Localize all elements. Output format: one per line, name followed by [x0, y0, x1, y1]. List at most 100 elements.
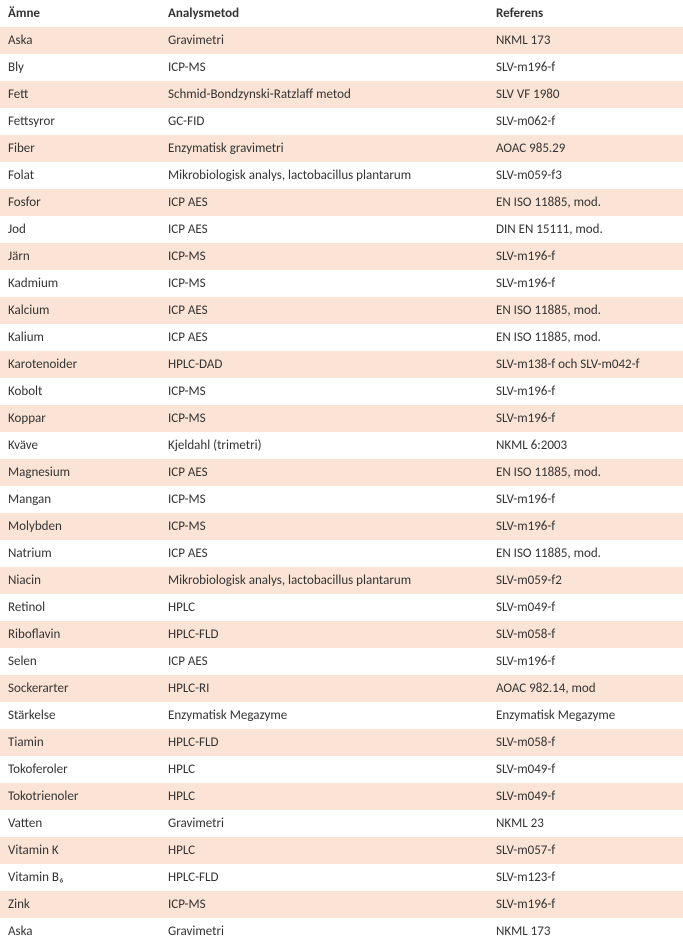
cell-amne: Vitamin B₆: [0, 864, 160, 891]
table-row: NatriumICP AESEN ISO 11885, mod.: [0, 540, 683, 567]
table-row: KalciumICP AESEN ISO 11885, mod.: [0, 297, 683, 324]
cell-amne: Fettsyror: [0, 108, 160, 135]
table-row: KopparICP-MSSLV-m196-f: [0, 405, 683, 432]
cell-referens: DIN EN 15111, mod.: [488, 216, 683, 243]
cell-amne: Vitamin K: [0, 837, 160, 864]
cell-referens: SLV-m196-f: [488, 648, 683, 675]
cell-analysmetod: ICP-MS: [160, 378, 488, 405]
cell-amne: Folat: [0, 162, 160, 189]
cell-referens: SLV-m138-f och SLV-m042-f: [488, 351, 683, 378]
table-body: AskaGravimetriNKML 173BlyICP-MSSLV-m196-…: [0, 27, 683, 945]
table-row: KarotenoiderHPLC-DADSLV-m138-f och SLV-m…: [0, 351, 683, 378]
cell-referens: EN ISO 11885, mod.: [488, 324, 683, 351]
cell-analysmetod: ICP AES: [160, 324, 488, 351]
cell-referens: EN ISO 11885, mod.: [488, 459, 683, 486]
cell-analysmetod: Mikrobiologisk analys, lactobacillus pla…: [160, 162, 488, 189]
cell-analysmetod: Kjeldahl (trimetri): [160, 432, 488, 459]
table-row: AskaGravimetriNKML 173: [0, 27, 683, 54]
table-row: TokotrienolerHPLCSLV-m049-f: [0, 783, 683, 810]
cell-analysmetod: Gravimetri: [160, 810, 488, 837]
cell-amne: Aska: [0, 918, 160, 945]
cell-amne: Mangan: [0, 486, 160, 513]
cell-analysmetod: ICP AES: [160, 648, 488, 675]
cell-amne: Fett: [0, 81, 160, 108]
col-header-referens: Referens: [488, 0, 683, 27]
cell-referens: SLV-m196-f: [488, 378, 683, 405]
cell-analysmetod: GC-FID: [160, 108, 488, 135]
table-row: MagnesiumICP AESEN ISO 11885, mod.: [0, 459, 683, 486]
table-row: KväveKjeldahl (trimetri)NKML 6:2003: [0, 432, 683, 459]
cell-referens: SLV-m196-f: [488, 405, 683, 432]
table-row: VattenGravimetriNKML 23: [0, 810, 683, 837]
table-row: TokoferolerHPLCSLV-m049-f: [0, 756, 683, 783]
col-header-analysmetod: Analysmetod: [160, 0, 488, 27]
cell-analysmetod: ICP AES: [160, 459, 488, 486]
col-header-amne: Ämne: [0, 0, 160, 27]
cell-amne: Vatten: [0, 810, 160, 837]
table-row: Vitamin KHPLCSLV-m057-f: [0, 837, 683, 864]
cell-amne: Järn: [0, 243, 160, 270]
cell-referens: SLV-m196-f: [488, 270, 683, 297]
cell-amne: Kalcium: [0, 297, 160, 324]
cell-amne: Riboflavin: [0, 621, 160, 648]
cell-analysmetod: HPLC: [160, 783, 488, 810]
cell-analysmetod: Gravimetri: [160, 27, 488, 54]
cell-amne: Natrium: [0, 540, 160, 567]
cell-analysmetod: Enzymatisk Megazyme: [160, 702, 488, 729]
cell-analysmetod: ICP-MS: [160, 54, 488, 81]
table-row: KoboltICP-MSSLV-m196-f: [0, 378, 683, 405]
cell-referens: SLV-m196-f: [488, 243, 683, 270]
cell-analysmetod: HPLC-FLD: [160, 729, 488, 756]
cell-referens: NKML 6:2003: [488, 432, 683, 459]
cell-amne: Sockerarter: [0, 675, 160, 702]
cell-amne: Kväve: [0, 432, 160, 459]
cell-analysmetod: HPLC-FLD: [160, 621, 488, 648]
cell-amne: Jod: [0, 216, 160, 243]
table-row: FiberEnzymatisk gravimetriAOAC 985.29: [0, 135, 683, 162]
table-row: FolatMikrobiologisk analys, lactobacillu…: [0, 162, 683, 189]
cell-analysmetod: HPLC: [160, 837, 488, 864]
cell-referens: SLV-m058-f: [488, 729, 683, 756]
cell-amne: Tiamin: [0, 729, 160, 756]
table-row: FettsyrorGC-FIDSLV-m062-f: [0, 108, 683, 135]
cell-analysmetod: HPLC-RI: [160, 675, 488, 702]
table-row: KadmiumICP-MSSLV-m196-f: [0, 270, 683, 297]
cell-analysmetod: ICP-MS: [160, 486, 488, 513]
cell-referens: NKML 23: [488, 810, 683, 837]
cell-referens: EN ISO 11885, mod.: [488, 189, 683, 216]
table-row: StärkelseEnzymatisk MegazymeEnzymatisk M…: [0, 702, 683, 729]
cell-referens: NKML 173: [488, 27, 683, 54]
cell-amne: Koppar: [0, 405, 160, 432]
cell-analysmetod: Schmid-Bondzynski-Ratzlaff metod: [160, 81, 488, 108]
cell-amne: Kadmium: [0, 270, 160, 297]
analysis-table: Ämne Analysmetod Referens AskaGravimetri…: [0, 0, 683, 945]
cell-amne: Bly: [0, 54, 160, 81]
table-row: Vitamin B₆HPLC-FLDSLV-m123-f: [0, 864, 683, 891]
cell-referens: SLV-m049-f: [488, 756, 683, 783]
cell-amne: Molybden: [0, 513, 160, 540]
cell-referens: SLV-m049-f: [488, 594, 683, 621]
cell-referens: Enzymatisk Megazyme: [488, 702, 683, 729]
cell-amne: Magnesium: [0, 459, 160, 486]
table-row: FettSchmid-Bondzynski-Ratzlaff metodSLV …: [0, 81, 683, 108]
cell-analysmetod: Mikrobiologisk analys, lactobacillus pla…: [160, 567, 488, 594]
cell-analysmetod: ICP AES: [160, 216, 488, 243]
cell-amne: Fosfor: [0, 189, 160, 216]
cell-referens: SLV VF 1980: [488, 81, 683, 108]
cell-referens: SLV-m062-f: [488, 108, 683, 135]
cell-analysmetod: ICP AES: [160, 297, 488, 324]
cell-analysmetod: ICP-MS: [160, 243, 488, 270]
cell-amne: Zink: [0, 891, 160, 918]
table-row: FosforICP AESEN ISO 11885, mod.: [0, 189, 683, 216]
cell-amne: Karotenoider: [0, 351, 160, 378]
cell-amne: Stärkelse: [0, 702, 160, 729]
cell-analysmetod: ICP AES: [160, 540, 488, 567]
table-row: NiacinMikrobiologisk analys, lactobacill…: [0, 567, 683, 594]
cell-analysmetod: ICP-MS: [160, 270, 488, 297]
table-row: SockerarterHPLC-RIAOAC 982.14, mod: [0, 675, 683, 702]
cell-amne: Retinol: [0, 594, 160, 621]
cell-referens: AOAC 982.14, mod: [488, 675, 683, 702]
table-row: KaliumICP AESEN ISO 11885, mod.: [0, 324, 683, 351]
table-row: RetinolHPLCSLV-m049-f: [0, 594, 683, 621]
cell-analysmetod: ICP AES: [160, 189, 488, 216]
